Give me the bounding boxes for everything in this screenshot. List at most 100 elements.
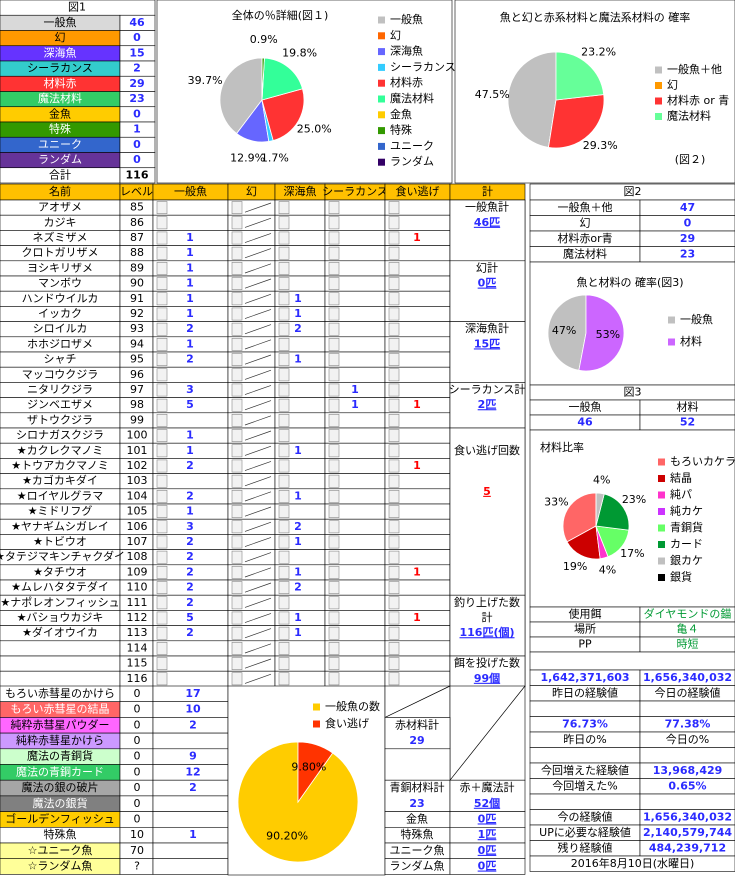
spinner	[231, 520, 243, 534]
cell-text: 3	[186, 383, 194, 396]
cell-text: 1	[294, 626, 302, 639]
spinner	[278, 672, 290, 686]
spinner	[388, 611, 400, 625]
cell-text: 1	[186, 231, 194, 244]
spinner	[328, 459, 340, 473]
cell-text: 1	[186, 292, 194, 305]
spinner	[156, 398, 168, 412]
cell-text: 0	[133, 153, 141, 166]
cell-text: 5	[186, 611, 194, 624]
cell-text: 101	[127, 444, 148, 457]
chart-frame	[156, 0, 453, 184]
diagonal	[244, 278, 272, 289]
cell-text: 1	[294, 353, 302, 366]
legend-label: 材料赤	[390, 75, 423, 89]
pie-slice	[578, 294, 625, 372]
spinner	[278, 474, 290, 488]
diagonal	[244, 613, 272, 623]
cell-text: 1	[351, 398, 359, 411]
cell-text: 1	[294, 292, 302, 305]
pie-slice	[219, 57, 263, 135]
spinner	[156, 657, 168, 670]
cell-text: 106	[127, 520, 148, 533]
cell-text: ★ロイヤルグラマ	[17, 488, 104, 502]
cell-text: 98	[130, 398, 144, 411]
cell-text: 85	[130, 201, 144, 214]
header-label: 幻	[246, 185, 257, 198]
spinner	[328, 520, 340, 534]
cell-text: UPに必要な経験値	[539, 825, 631, 839]
pie-slice	[555, 51, 605, 101]
cell-text: ヨシキリザメ	[27, 261, 93, 274]
cell-text: ザトウクジラ	[27, 413, 93, 426]
diagonal	[449, 685, 526, 781]
cell-text: 純粋赤彗星パウダー	[11, 717, 110, 731]
diagonal	[244, 658, 272, 669]
cell-text: 亀４	[677, 622, 699, 636]
spinner	[328, 489, 340, 503]
cell-text: 一般魚	[44, 16, 77, 29]
cell-text: マッコウクジラ	[22, 368, 99, 381]
spinner	[328, 201, 340, 214]
legend-label: 一般魚	[680, 313, 713, 326]
cell	[152, 811, 229, 828]
spinner	[328, 596, 340, 610]
spinner	[388, 641, 400, 655]
cell-text: 1	[294, 535, 302, 548]
header-label: シーラカンス	[322, 185, 388, 198]
cell-text: 一般魚＋他	[558, 201, 613, 214]
cell-text: 2	[186, 489, 194, 502]
spinner	[156, 520, 168, 534]
spinner	[156, 368, 168, 382]
legend-swatch	[658, 557, 665, 565]
header-label: 計	[482, 184, 493, 198]
cell-text: 2	[189, 718, 197, 731]
pie-slice	[595, 493, 630, 531]
chart-title: 魚と材料の 確率(図3)	[576, 275, 683, 289]
cell-text: ☆ランダム魚	[28, 859, 93, 873]
cell-text: 23	[129, 92, 144, 105]
cell-text: 0匹	[478, 860, 497, 873]
spinner	[156, 246, 168, 260]
spinner	[328, 657, 340, 670]
spinner	[388, 368, 400, 382]
cell-text: 深海魚	[44, 45, 77, 59]
header-label: レベル	[120, 185, 153, 198]
spinner	[328, 322, 340, 336]
legend-swatch	[658, 491, 665, 499]
legend-label: 一般魚の数	[325, 700, 380, 713]
cell-text: 2	[133, 62, 141, 75]
cell-text: 2	[186, 596, 194, 609]
spinner	[156, 444, 168, 458]
cell-text: 105	[127, 505, 148, 518]
spinner	[278, 657, 290, 670]
cell-text: 116	[127, 672, 148, 685]
spinner	[231, 489, 243, 503]
diagonal	[244, 582, 272, 593]
cell-text: 1,642,371,603	[540, 671, 629, 684]
diagonal	[244, 309, 272, 319]
spinner	[231, 581, 243, 594]
spinner	[231, 398, 243, 412]
cell-text: 52個	[474, 796, 500, 810]
spinner	[231, 337, 243, 351]
cell-text: 2	[186, 353, 194, 366]
cell-text: 10	[130, 828, 144, 841]
spinner	[278, 429, 290, 442]
cell-text: 0匹	[478, 844, 497, 857]
cell-text: 1	[186, 246, 194, 259]
diagonal	[244, 324, 272, 335]
cell-text: 95	[130, 353, 144, 366]
cell-text: 今回増えた経験値	[541, 763, 629, 777]
diagonal	[244, 263, 272, 274]
cell-text: 2	[294, 581, 302, 594]
cell-text: 魔法の銀貨	[33, 796, 88, 810]
spinner	[156, 535, 168, 549]
cell-text: 餌を投げた数	[454, 656, 520, 670]
cell-text: 0	[134, 797, 141, 810]
spinner	[156, 353, 168, 366]
spinner	[156, 581, 168, 594]
spinner	[328, 368, 340, 382]
cell	[529, 700, 641, 717]
cell	[639, 700, 735, 717]
